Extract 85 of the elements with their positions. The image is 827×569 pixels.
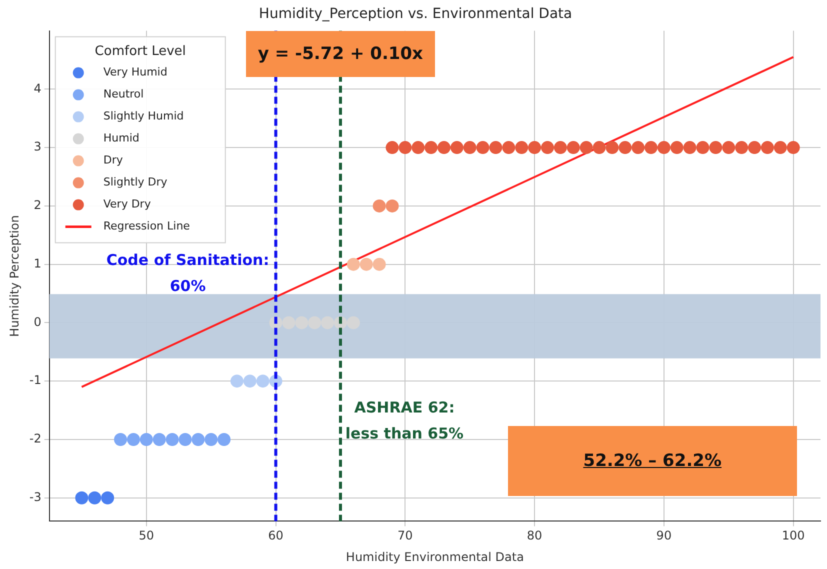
point — [372, 199, 386, 212]
annotation: y = -5.72 + 0.10x — [258, 44, 424, 64]
point — [360, 258, 373, 271]
point — [515, 141, 528, 154]
label-box: 52.2% – 62.2% — [508, 426, 797, 496]
ref-line-label: Code of Sanitation: 60% — [106, 251, 270, 296]
legend-label: Slightly Humid — [103, 110, 184, 123]
point — [204, 432, 218, 446]
point — [476, 141, 490, 154]
legend-label: Very Humid — [103, 66, 168, 79]
point — [657, 141, 670, 154]
point — [644, 141, 658, 154]
x-axis-title: Humidity Environmental Data — [346, 550, 524, 564]
point — [114, 432, 128, 446]
point — [489, 141, 502, 154]
point — [398, 141, 412, 154]
point — [683, 141, 696, 154]
y-tick-label: 1 — [34, 256, 42, 270]
legend-title: Comfort Level — [94, 44, 186, 60]
point — [424, 141, 438, 154]
y-tick-label: 0 — [34, 314, 42, 329]
y-axis-title: Humidity Perception — [7, 215, 22, 337]
x-tick-label: 60 — [268, 528, 284, 543]
point — [540, 141, 554, 154]
point — [192, 432, 205, 446]
x-tick-label: 90 — [656, 528, 672, 543]
point — [670, 141, 684, 154]
legend-label: Slightly Dry — [103, 176, 168, 189]
point — [606, 141, 619, 154]
y-tick-label: 4 — [34, 81, 42, 96]
point — [346, 258, 360, 271]
point — [463, 141, 476, 154]
y-tick-label: 3 — [34, 140, 42, 154]
point — [230, 374, 244, 388]
point — [760, 141, 774, 154]
point — [88, 491, 102, 504]
point — [152, 432, 166, 446]
point — [372, 258, 386, 271]
y-tick-label: 2 — [34, 198, 42, 212]
point — [140, 432, 153, 446]
point — [75, 491, 88, 504]
point — [580, 141, 593, 154]
point — [126, 432, 140, 446]
point — [709, 141, 722, 154]
x-tick-label: 100 — [782, 528, 805, 543]
point — [166, 432, 179, 446]
point — [437, 141, 450, 154]
x-tick-label: 80 — [526, 528, 542, 543]
legend-label: Neutrol — [103, 88, 144, 101]
point — [386, 199, 399, 212]
point — [786, 141, 800, 154]
point — [528, 141, 542, 154]
annotation: 52.2% – 62.2% — [583, 451, 722, 472]
point — [618, 141, 632, 154]
label-box: y = -5.72 + 0.10x — [246, 30, 435, 78]
point — [748, 141, 762, 154]
point — [554, 141, 567, 154]
point — [386, 141, 399, 154]
legend-label: Very Dry — [103, 198, 152, 211]
point — [450, 141, 464, 154]
chart-title: Humidity_Perception vs. Environmental Data — [258, 6, 572, 22]
legend-label: Regression Line — [103, 220, 190, 233]
y-tick-label: -1 — [29, 373, 42, 388]
point — [566, 141, 580, 154]
point — [256, 374, 270, 388]
legend-label: Dry — [103, 154, 124, 167]
point — [774, 141, 787, 154]
point — [412, 141, 425, 154]
point — [722, 141, 736, 154]
point — [592, 141, 606, 154]
point — [346, 316, 360, 330]
y-tick-label: -2 — [29, 432, 42, 446]
point — [101, 491, 114, 504]
point — [178, 432, 192, 446]
point — [218, 432, 231, 446]
x-tick-label: 50 — [138, 528, 154, 543]
point — [502, 141, 516, 154]
x-tick-label: 70 — [398, 528, 413, 543]
point — [696, 141, 710, 154]
point — [632, 141, 645, 154]
point — [243, 374, 256, 388]
point — [735, 141, 748, 154]
legend-label: Humid — [103, 132, 140, 145]
ref-line-label: ASHRAE 62: less than 65% — [345, 398, 464, 442]
y-tick-label: -3 — [29, 490, 42, 504]
